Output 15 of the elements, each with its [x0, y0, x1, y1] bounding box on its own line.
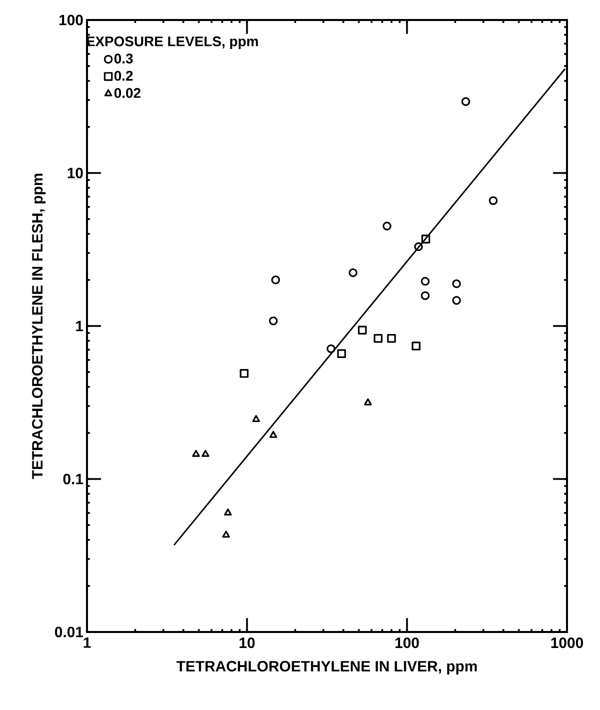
x-tick-label: 1: [84, 638, 91, 648]
y-tick-label: 0.1: [63, 474, 84, 484]
legend-label: 0.2: [114, 70, 133, 81]
y-tick-label: 100: [59, 14, 83, 26]
legend-title: EXPOSURE LEVELS, ppm: [86, 36, 258, 50]
y-tick-label: 1: [76, 320, 84, 332]
legend-label: 0.02: [114, 88, 140, 98]
legend-label: 0.3: [114, 54, 133, 64]
y-tick-label: 10: [68, 168, 83, 178]
x-tick-label: 10: [240, 638, 255, 648]
x-tick-label: 1000: [551, 638, 583, 648]
y-axis-title: TETRACHLOROETHYLENE IN FLESH, ppm: [32, 174, 46, 479]
x-axis-title: TETRACHLOROETHYLENE IN LIVER, ppm: [176, 660, 477, 674]
x-tick-label: 100: [395, 638, 419, 648]
y-tick-label: 0.01: [54, 626, 84, 638]
